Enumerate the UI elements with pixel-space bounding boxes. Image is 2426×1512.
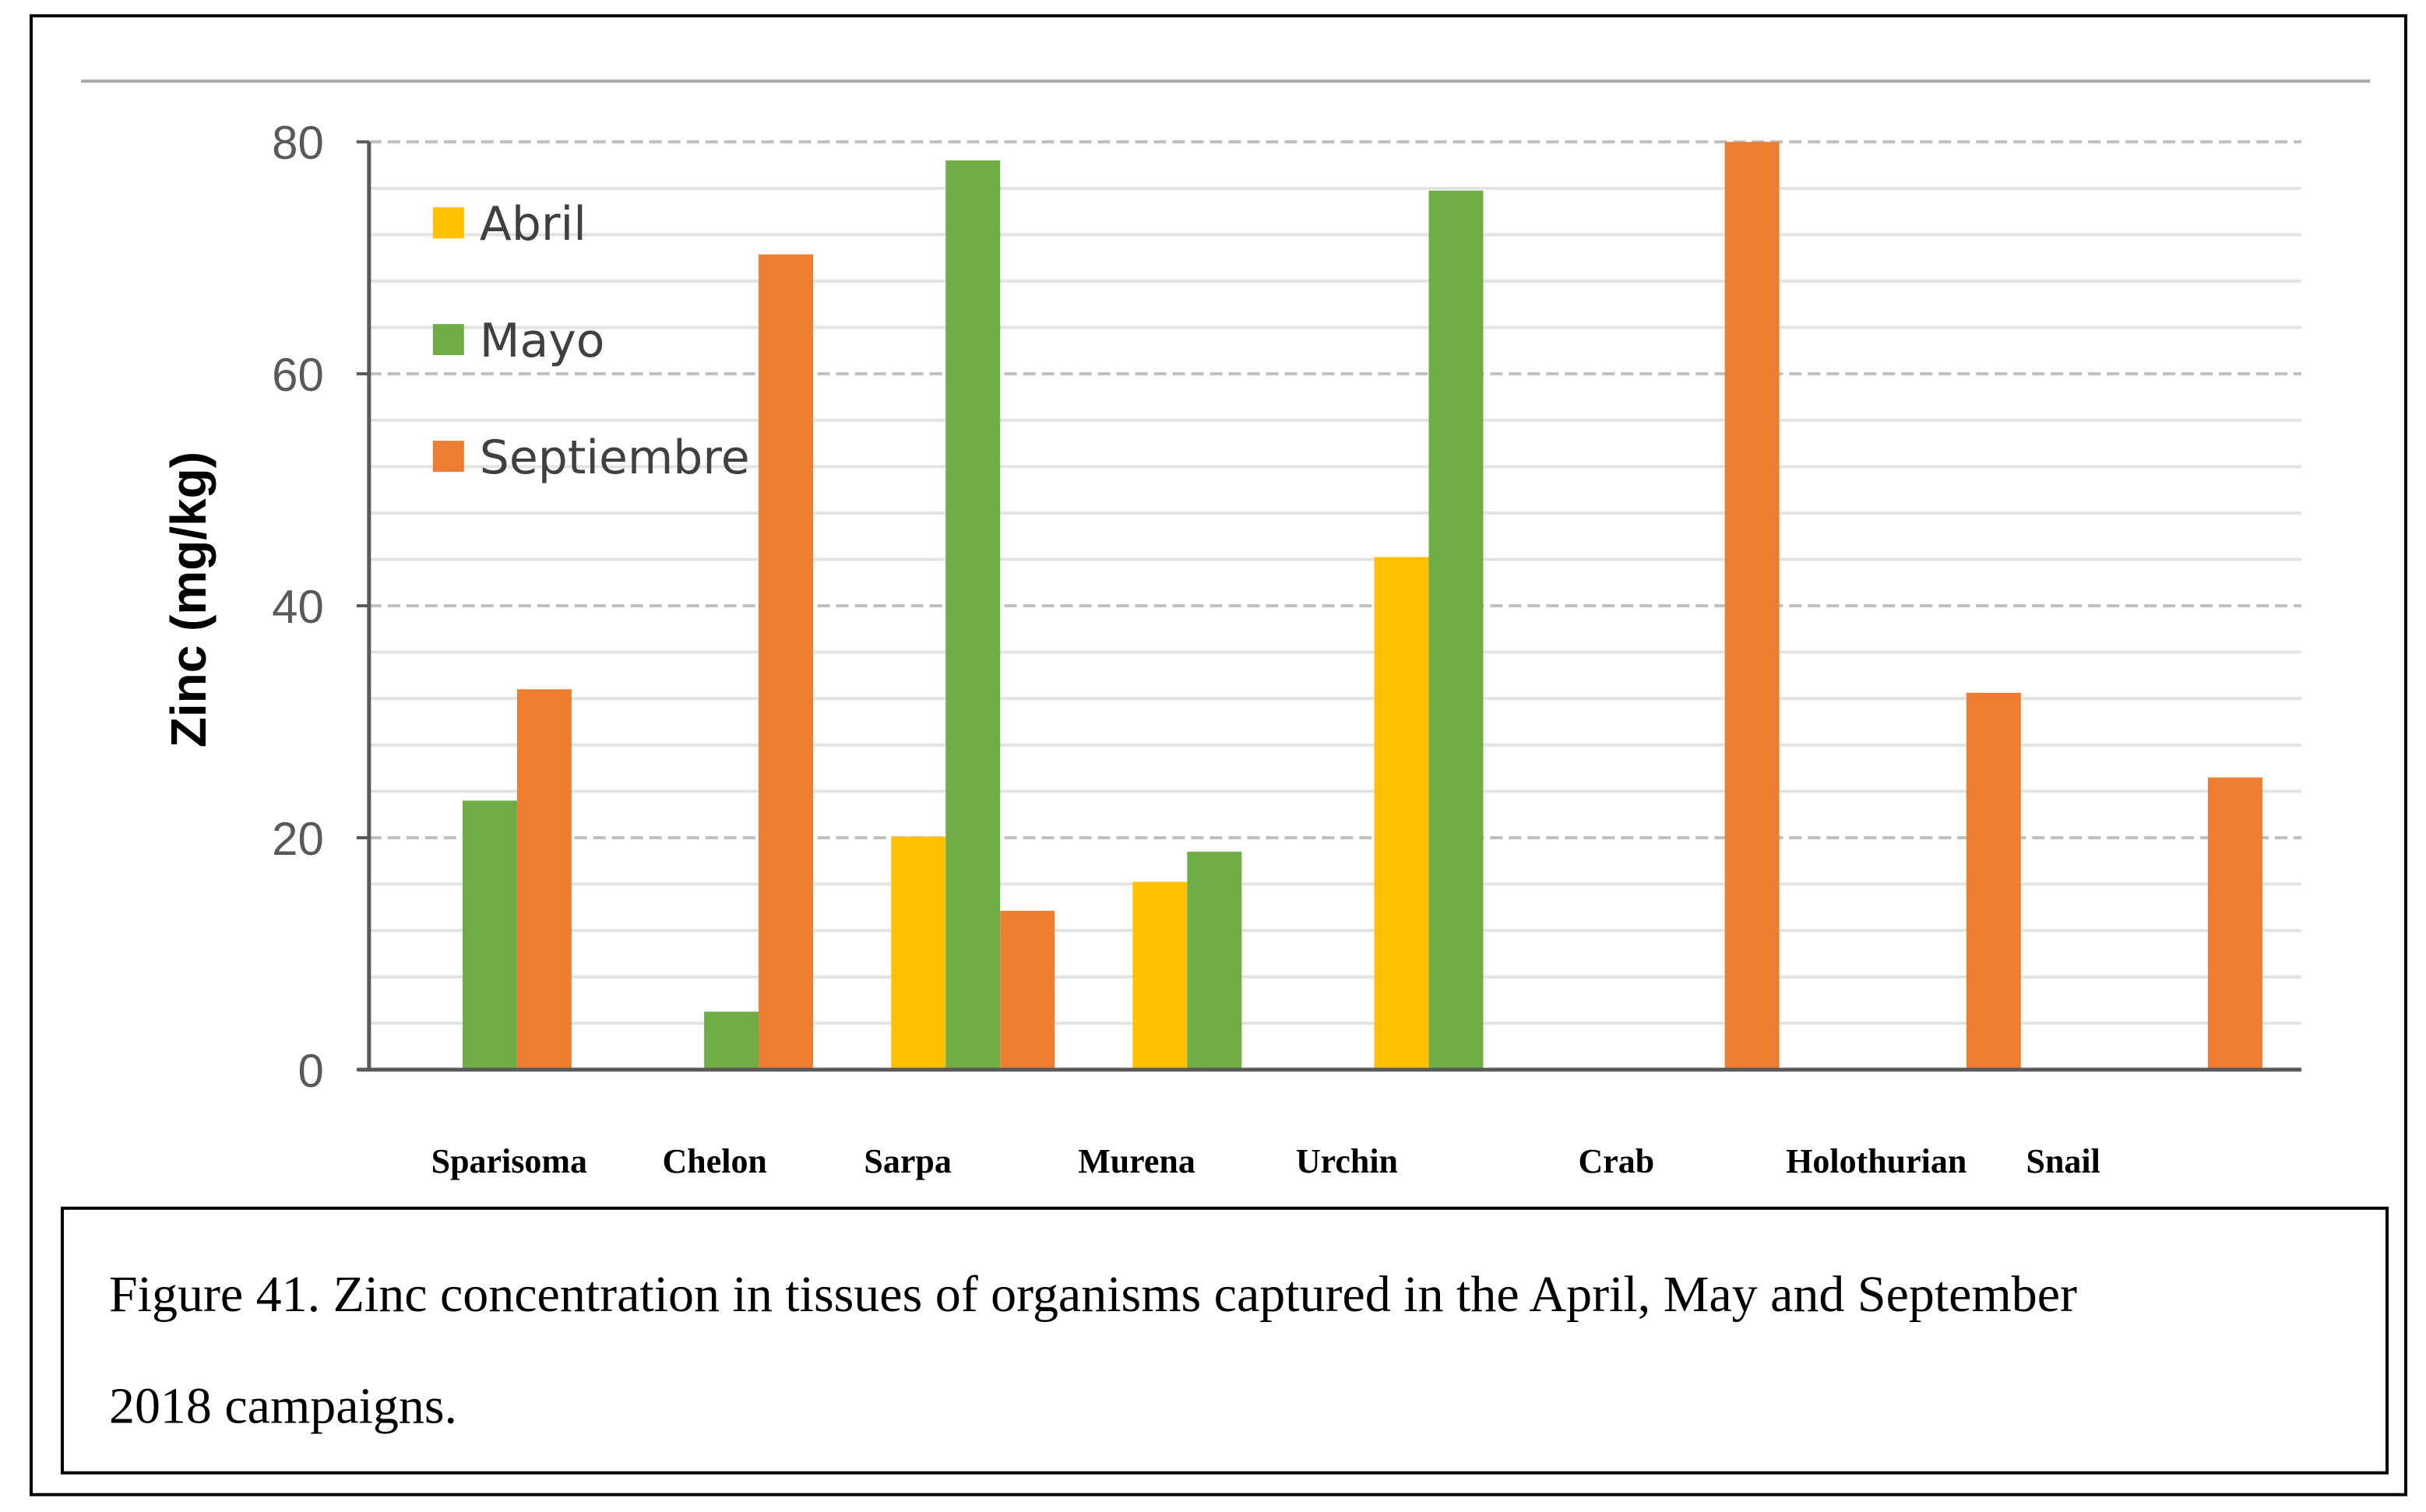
legend-label: Mayo [480,314,605,368]
category-labels: Sparisoma Chelon Sarpa Murena Urchin Crab Holo… [431,1142,2100,1180]
x-tick-label: Chelon [663,1142,767,1180]
caption-line-1: Figure 41. Zinc concentration in tissues… [109,1266,2077,1323]
bar-snail-septiembre [2207,777,2262,1070]
y-tick-label: 40 [272,581,324,633]
x-tick-label: Snail [2026,1142,2100,1180]
outer-frame [29,14,2408,1496]
bar-chelon-septiembre [759,254,814,1070]
legend-label: Septiembre [480,431,750,485]
caption-line-2: 2018 campaigns. [109,1378,457,1435]
x-tick-label: Urchin [1296,1142,1398,1180]
bar-sarpa-abril [891,836,946,1070]
x-tick-label: Holothurian [1786,1142,1967,1180]
bar-sparisoma-mayo [462,800,517,1070]
legend-swatch-mayo [432,324,464,356]
legend: Abril Mayo Septiembre [432,197,750,485]
bar-murena-mayo [1187,851,1242,1070]
y-tick-label: 0 [298,1045,324,1097]
y-tick-label: 60 [272,349,324,401]
y-tick-labels: 0 20 40 60 80 [272,117,369,1097]
x-tick-label: Crab [1578,1142,1654,1180]
y-axis-label: Zinc (mg/kg) [160,452,217,747]
bar-sparisoma-septiembre [516,689,572,1070]
caption-box [60,1206,2389,1475]
legend-swatch-abril [432,207,464,239]
bar-urchin-mayo [1428,190,1484,1070]
bar-murena-abril [1132,881,1188,1070]
bar-chelon-mayo [704,1011,759,1070]
x-tick-label: Sparisoma [431,1142,587,1180]
legend-swatch-septiembre [432,441,464,473]
y-tick-label: 20 [272,813,324,865]
bars [462,142,2262,1070]
legend-label: Abril [480,197,586,251]
bar-sarpa-septiembre [1000,910,1055,1070]
bar-holothurian-septiembre [1966,692,2021,1070]
bar-crab-septiembre [1724,142,1780,1070]
bar-urchin-abril [1374,557,1429,1070]
x-tick-label: Murena [1078,1142,1195,1180]
y-tick-label: 80 [272,117,324,169]
bar-sarpa-mayo [945,160,1001,1070]
x-tick-label: Sarpa [864,1142,951,1180]
